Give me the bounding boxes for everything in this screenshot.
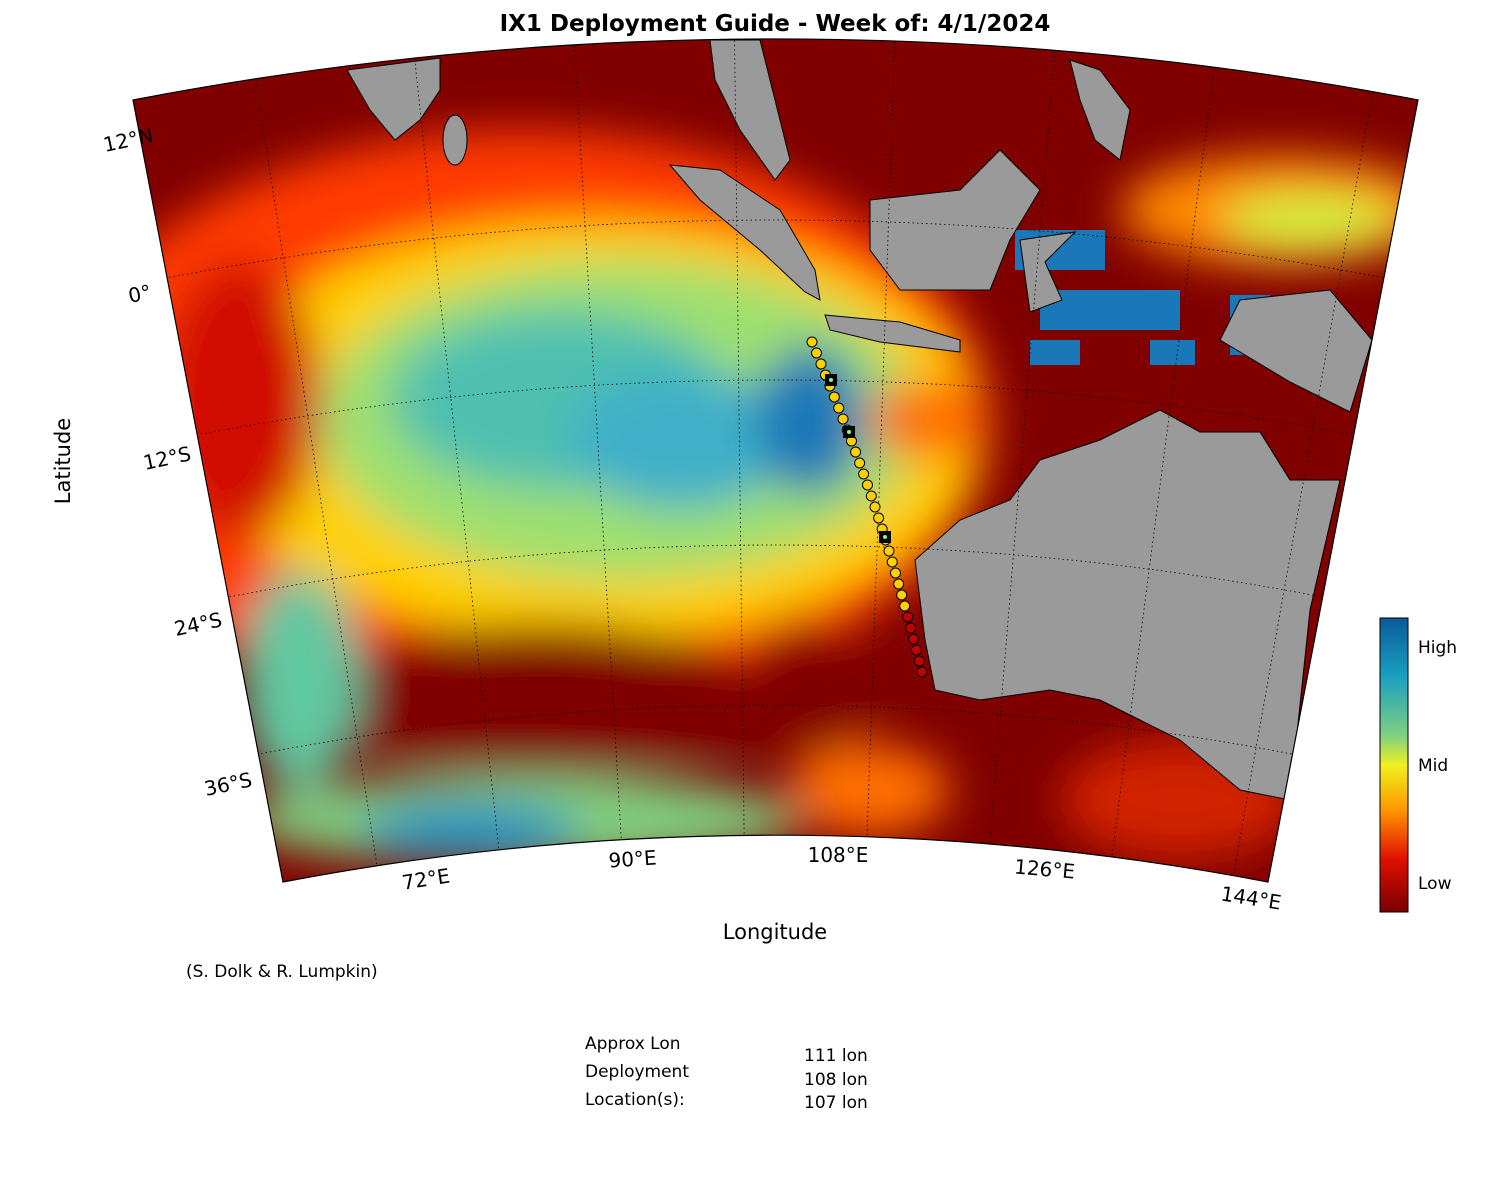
track-point	[833, 402, 845, 414]
graticule	[165, 379, 1386, 442]
track-point	[893, 578, 905, 590]
x-axis-label: Longitude	[723, 920, 827, 944]
lon-label: 108°E	[808, 843, 869, 867]
track-point	[837, 413, 849, 425]
colorbar-labels: High Mid Low	[1418, 638, 1457, 894]
graticule	[241, 38, 395, 883]
map-frame	[132, 38, 1419, 883]
colorbar-label: Low	[1418, 874, 1452, 894]
deployment-label: Deployment	[585, 1062, 689, 1082]
graticule	[198, 544, 1353, 604]
colorbar-label: Mid	[1418, 756, 1448, 776]
graticule	[1096, 38, 1227, 883]
track-point	[905, 622, 917, 634]
lon-label: 90°E	[608, 845, 658, 872]
credit: (S. Dolk & R. Lumpkin)	[186, 962, 378, 982]
track-point	[865, 490, 877, 502]
track-point	[858, 468, 870, 480]
graticule	[862, 38, 899, 883]
track-point	[883, 545, 895, 557]
track-point	[806, 336, 818, 348]
track-point	[873, 512, 885, 524]
colorbar	[1379, 617, 1409, 913]
track-point	[811, 347, 823, 359]
map	[133, 38, 1418, 883]
deployment-label: Location(s):	[585, 1090, 685, 1110]
lat-label: 36°S	[202, 767, 254, 800]
track-point	[869, 501, 881, 513]
track-point	[850, 446, 862, 458]
track-point	[899, 600, 911, 612]
graticule	[568, 38, 629, 883]
graticule	[404, 38, 512, 883]
graticule	[1212, 38, 1389, 883]
lat-label: 0°	[126, 280, 153, 308]
deployment-dot	[829, 378, 833, 382]
track-point	[910, 644, 922, 656]
track	[806, 336, 928, 678]
colorbar-label: High	[1418, 638, 1457, 658]
track-point	[907, 633, 919, 645]
graticule	[979, 38, 1063, 883]
track-point	[902, 611, 914, 623]
track-point	[896, 589, 908, 601]
deployment-location: 108 lon	[804, 1070, 868, 1090]
lon-label: 72°E	[400, 863, 451, 894]
deployment-location: 111 lon	[804, 1046, 868, 1066]
graticule	[733, 38, 746, 883]
track-point	[815, 358, 827, 370]
deployment-dot	[883, 535, 887, 539]
deployment-location: 107 lon	[804, 1093, 868, 1113]
deployment: Approx Lon Deployment Location(s): 111 l…	[585, 1034, 868, 1113]
graticule	[133, 219, 1418, 285]
track-point	[889, 567, 901, 579]
deployment-label: Approx Lon	[585, 1034, 681, 1054]
track-point	[854, 457, 866, 469]
track-point	[861, 479, 873, 491]
track-point	[916, 666, 928, 678]
lon-label: 126°E	[1013, 854, 1076, 883]
deployment-dot	[847, 430, 851, 434]
lat-label: 24°S	[172, 607, 224, 640]
track-point	[913, 655, 925, 667]
title: IX1 Deployment Guide - Week of: 4/1/2024	[500, 11, 1051, 37]
lat-label: 12°S	[141, 441, 193, 474]
track-point	[828, 391, 840, 403]
track-point	[886, 556, 898, 568]
lon-label: 144°E	[1219, 881, 1283, 914]
y-axis-label: Latitude	[51, 418, 75, 504]
